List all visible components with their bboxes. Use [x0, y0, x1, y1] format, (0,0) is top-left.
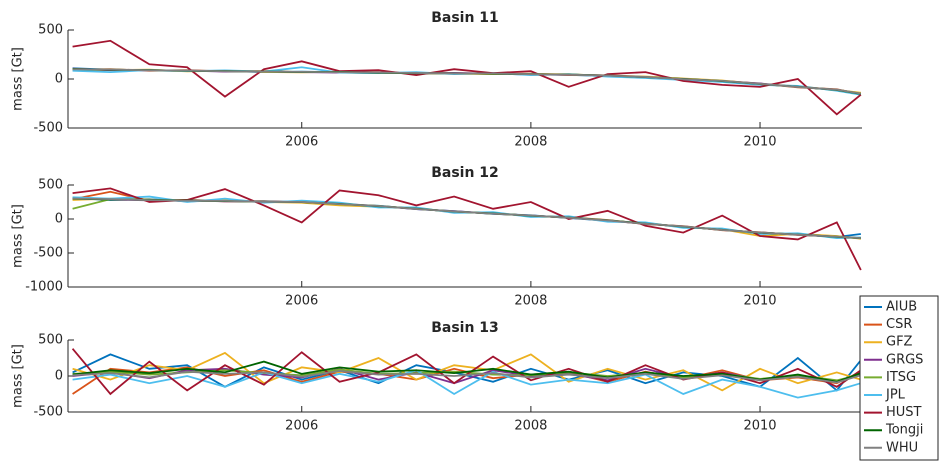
series-line	[72, 369, 862, 399]
x-tick-label: 2010	[743, 294, 776, 309]
legend-label: HUST	[886, 405, 922, 420]
series-line	[72, 351, 862, 392]
x-tick-label: 2006	[285, 294, 318, 309]
chart-title: Basin 11	[431, 10, 499, 26]
legend-label: GRGS	[886, 352, 923, 367]
series-line	[72, 197, 861, 240]
y-tick-label: 0	[55, 212, 63, 227]
y-tick-label: -1000	[25, 280, 63, 295]
x-tick-label: 2008	[514, 135, 547, 150]
series-line	[72, 360, 862, 383]
series-line	[72, 370, 862, 384]
legend-label: Tongji	[885, 423, 923, 438]
y-tick-label: 500	[38, 23, 63, 38]
series-line	[72, 67, 862, 95]
series-line	[72, 187, 862, 271]
series-line	[72, 197, 861, 240]
x-tick-label: 2010	[743, 419, 776, 434]
series-line	[72, 197, 861, 240]
y-tick-label: -500	[33, 121, 63, 136]
y-axis-label: mass [Gt]	[11, 204, 26, 268]
legend-label: WHU	[886, 440, 918, 455]
y-tick-label: 0	[55, 369, 63, 384]
x-tick-label: 2008	[514, 419, 547, 434]
y-tick-label: -500	[33, 246, 63, 261]
y-axis-label: mass [Gt]	[11, 344, 26, 408]
y-tick-label: 0	[55, 72, 63, 87]
x-tick-label: 2006	[285, 419, 318, 434]
x-tick-label: 2006	[285, 135, 318, 150]
legend-label: JPL	[885, 388, 906, 403]
legend-label: GFZ	[886, 335, 913, 350]
series-line	[72, 68, 861, 95]
x-tick-label: 2008	[514, 294, 547, 309]
chart-title: Basin 13	[431, 320, 499, 336]
y-tick-label: -500	[33, 405, 63, 420]
legend-label: AIUB	[886, 300, 917, 315]
chart-title: Basin 12	[431, 165, 499, 181]
y-tick-label: 500	[38, 178, 63, 193]
series-line	[72, 39, 862, 116]
y-axis-label: mass [Gt]	[11, 47, 26, 111]
legend-label: CSR	[886, 317, 912, 332]
x-tick-label: 2010	[743, 135, 776, 150]
legend-label: ITSG	[886, 370, 916, 385]
y-tick-label: 500	[38, 333, 63, 348]
